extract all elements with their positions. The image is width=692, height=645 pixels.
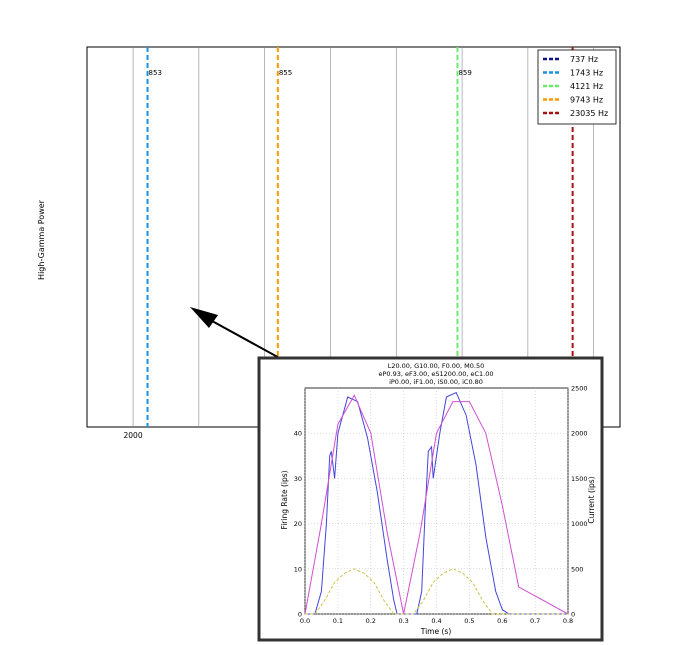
inset-x-tick-label: 0.6 — [497, 617, 507, 625]
inset-x-tick-label: 0.4 — [431, 617, 441, 625]
inset-x-tick-label: 0.0 — [300, 617, 310, 625]
inset-y2-tick-label: 500 — [571, 565, 583, 573]
marker-label: 859 — [458, 69, 471, 77]
inset-title-line: eP0.93, eF3.00, eS1200.00, eC1.00 — [378, 370, 493, 378]
main-y-axis-label: High-Gamma Power — [37, 199, 46, 280]
inset-y2-tick-label: 1000 — [571, 520, 588, 528]
legend-label: 9743 Hz — [570, 96, 603, 105]
legend-label: 4121 Hz — [570, 82, 603, 91]
inset-y-tick-label: 30 — [294, 475, 302, 483]
inset-y2-tick-label: 2500 — [571, 385, 588, 393]
inset-x-tick-label: 0.2 — [366, 617, 376, 625]
inset-y2-tick-label: 1500 — [571, 475, 588, 483]
inset-x-tick-label: 0.3 — [398, 617, 408, 625]
inset-series-line — [305, 568, 568, 615]
inset-y2-tick-label: 2000 — [571, 430, 588, 438]
inset-x-tick-label: 0.7 — [530, 617, 540, 625]
inset-title-line: iP0.00, iF1.00, iS0.00, iC0.80 — [389, 378, 483, 386]
legend: 737 Hz 1743 Hz 4121 Hz 9743 Hz 23035 Hz — [537, 49, 617, 125]
inset-title-line: L20.00, G10.00, F0.00, M0.50 — [388, 362, 485, 370]
inset-plot-frame — [304, 387, 569, 615]
inset-series-line — [304, 394, 569, 615]
inset-x-tick-label: 0.5 — [464, 617, 474, 625]
inset-y2-axis-label: Current (ips) — [587, 476, 596, 523]
inset-x-tick-label: 0.8 — [563, 617, 573, 625]
inset-y-tick-label: 20 — [294, 520, 302, 528]
inset-y-tick-label: 10 — [294, 565, 302, 573]
inset-series-line — [305, 391, 568, 615]
inset-x-axis-label: Time (s) — [420, 627, 452, 636]
legend-label: 737 Hz — [570, 55, 598, 64]
marker-label: 855 — [279, 69, 292, 77]
inset-y-tick-label: 40 — [294, 430, 302, 438]
main-x-tick-label: 2000 — [124, 431, 143, 440]
inset-y2-tick-label: 0 — [571, 611, 575, 619]
marker-label: 853 — [149, 69, 162, 77]
legend-label: 1743 Hz — [570, 69, 603, 78]
inset-y-tick-label: 0 — [298, 611, 302, 619]
inset-y-axis-label: Firing Rate (ips) — [280, 470, 289, 529]
inset-x-tick-label: 0.1 — [333, 617, 343, 625]
legend-label: 23035 Hz — [570, 109, 608, 118]
